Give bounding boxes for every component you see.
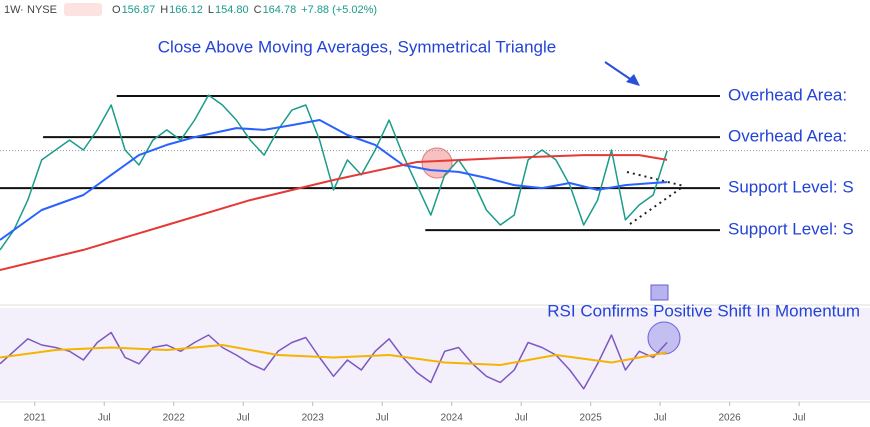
x-tick-label: 2023	[302, 413, 325, 424]
quote-value: 156.87	[122, 4, 156, 16]
level-label: Support Level: S	[728, 220, 854, 239]
arrow-head	[626, 74, 640, 86]
x-tick-label: 2024	[441, 413, 464, 424]
x-tick-label: Jul	[237, 413, 250, 424]
quote-label: C	[254, 4, 262, 16]
triangle	[626, 171, 685, 225]
x-tick-label: Jul	[793, 413, 806, 424]
x-tick-label: 2026	[719, 413, 742, 424]
x-tick-label: 2025	[580, 413, 603, 424]
x-tick-label: Jul	[376, 413, 389, 424]
highlight-circle	[421, 147, 453, 179]
quote-label: L	[208, 4, 214, 16]
highlight-box	[650, 284, 669, 301]
quote-change: +7.88 (+5.02%)	[301, 4, 377, 16]
annotation: Close Above Moving Averages, Symmetrical…	[158, 37, 556, 56]
quote-value: 154.80	[215, 4, 249, 16]
x-tick-label: Jul	[98, 413, 111, 424]
annotation: RSI Confirms Positive Shift In Momentum	[547, 301, 860, 320]
series-line	[0, 94, 668, 251]
quote-label: O	[112, 4, 121, 16]
series-line	[0, 344, 668, 366]
separator: ·	[20, 4, 24, 16]
quote-label: H	[160, 4, 168, 16]
badge	[64, 3, 102, 16]
highlight-circle	[647, 321, 681, 355]
series-line	[0, 154, 668, 271]
quote-value: 164.78	[263, 4, 297, 16]
quote-value: 166.12	[169, 4, 203, 16]
level-label: Support Level: S	[728, 178, 854, 197]
x-tick-label: Jul	[654, 413, 667, 424]
x-tick-label: 2022	[163, 413, 186, 424]
interval: 1W	[4, 4, 21, 16]
level-label: Overhead Area:	[728, 127, 847, 146]
exchange: NYSE	[27, 4, 57, 16]
header: 1W · NYSE	[4, 3, 102, 16]
series-line	[0, 119, 668, 241]
level-label: Overhead Area:	[728, 85, 847, 104]
x-tick-label: Jul	[515, 413, 528, 424]
x-tick-label: 2021	[24, 413, 47, 424]
rsi-panel	[0, 308, 870, 400]
